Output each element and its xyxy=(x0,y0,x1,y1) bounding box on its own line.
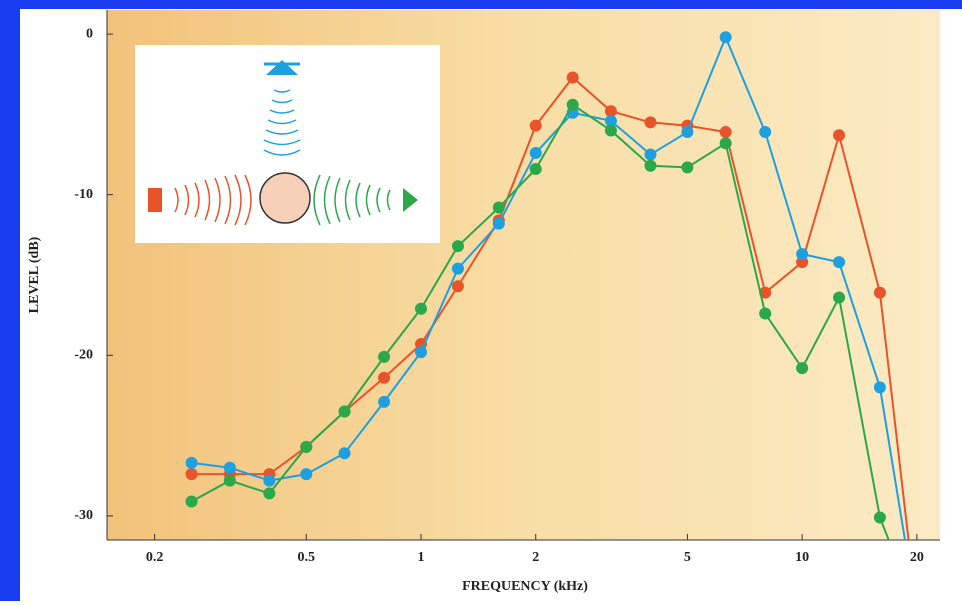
point xyxy=(415,303,427,315)
point xyxy=(567,99,579,111)
point xyxy=(530,120,542,132)
point xyxy=(796,362,808,374)
point xyxy=(796,248,808,260)
point xyxy=(567,71,579,83)
point xyxy=(720,31,732,43)
point xyxy=(530,147,542,159)
point xyxy=(300,441,312,453)
y-axis-label: LEVEL (dB) xyxy=(27,236,42,313)
point xyxy=(493,202,505,214)
point xyxy=(186,457,198,469)
point xyxy=(644,160,656,172)
point xyxy=(339,406,351,418)
point xyxy=(415,346,427,358)
point xyxy=(759,308,771,320)
point xyxy=(378,372,390,384)
y-tick-label: 0 xyxy=(86,26,93,41)
point xyxy=(644,116,656,128)
point xyxy=(263,487,275,499)
point xyxy=(681,126,693,138)
point xyxy=(339,447,351,459)
point xyxy=(378,351,390,363)
point xyxy=(874,381,886,393)
x-tick-label: 0.5 xyxy=(298,550,316,565)
point xyxy=(452,240,464,252)
point xyxy=(452,263,464,275)
point xyxy=(452,280,464,292)
point xyxy=(186,468,198,480)
point xyxy=(833,129,845,141)
point xyxy=(263,475,275,487)
point xyxy=(493,218,505,230)
point xyxy=(681,161,693,173)
x-tick-label: 20 xyxy=(910,550,924,565)
chart: FREQUENCY (kHz) LEVEL (dB) 0 -10 -20 -30 0.2… xyxy=(0,0,962,601)
point xyxy=(720,137,732,149)
point xyxy=(720,126,732,138)
x-tick-label: 1 xyxy=(418,550,425,565)
x-tick-label: 0.2 xyxy=(146,550,164,565)
y-tick-label: -10 xyxy=(74,187,93,202)
point xyxy=(530,163,542,175)
point xyxy=(186,495,198,507)
x-tick-label: 2 xyxy=(532,550,539,565)
point xyxy=(224,475,236,487)
point xyxy=(833,291,845,303)
point xyxy=(224,462,236,474)
point xyxy=(300,468,312,480)
frame-top xyxy=(0,0,962,9)
point xyxy=(759,126,771,138)
x-tick-label: 5 xyxy=(684,550,691,565)
inset-diagram xyxy=(135,45,440,243)
x-axis-label: FREQUENCY (kHz) xyxy=(462,579,588,594)
x-tick-label: 10 xyxy=(795,550,809,565)
point xyxy=(874,287,886,299)
point xyxy=(874,512,886,524)
point xyxy=(644,149,656,161)
point xyxy=(605,124,617,136)
y-tick-label: -20 xyxy=(74,348,93,363)
point xyxy=(833,256,845,268)
y-tick-label: -30 xyxy=(74,508,93,523)
frame-left xyxy=(0,0,20,601)
point xyxy=(378,396,390,408)
